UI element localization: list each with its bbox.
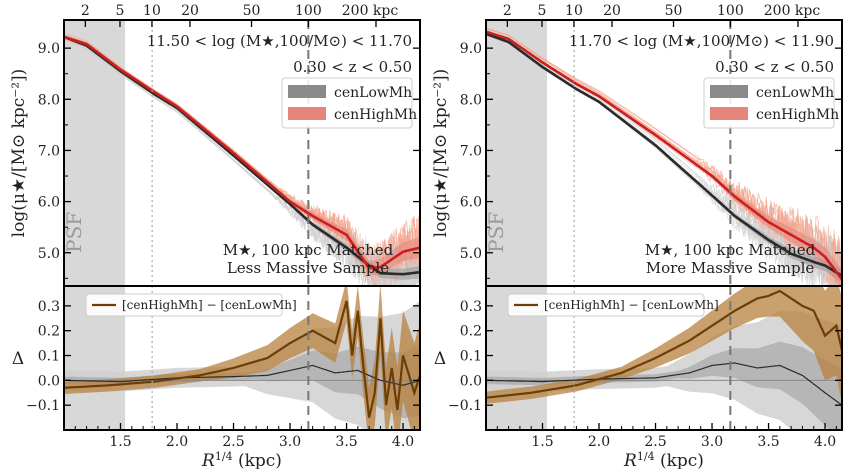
x-axis-title: R1/4 (kpc) [201,450,282,469]
top-tick-label: 100 [295,3,322,19]
top-tick-label: 20 [181,3,199,19]
legend-label-cenhighmh: cenHighMh [334,107,417,123]
y-tick-label: 6.0 [460,195,482,211]
psf-label: PSF [484,212,508,253]
cenlowmh-line [64,35,420,276]
legend-label-cenlowmh: cenLowMh [756,85,834,101]
matched-label: M★, 100 kpc Matched [645,241,816,259]
mass-range-label: 11.50 < log (M★,100/M⊙) < 11.70 [147,32,412,50]
cenlowmh-band [486,32,842,282]
panel-1: PSF 11.50 < log (M★,100/M⊙) < 11.70 0.30 <… [9,3,421,469]
delta-line [486,289,842,399]
delta-line [64,300,420,418]
y-tick-label: 8.0 [460,92,482,108]
psf-label: PSF [62,212,86,253]
delta-plot-area [64,286,420,430]
y-tick-label: 7.0 [38,143,60,159]
x-tick-label: 1.5 [109,434,131,450]
y-tick-label: 9.0 [460,41,482,57]
profile-y-axis-title: log(μ★/[M⊙ kpc⁻²]) [431,69,451,238]
x-tick-label: 4.0 [814,434,836,450]
top-tick-label: 50 [665,3,683,19]
profile-y-axis-title: log(μ★/[M⊙ kpc⁻²]) [9,69,29,238]
x-tick-label: 3.0 [701,434,723,450]
cenhighmh-line [64,35,420,270]
y-tick-label: 5.0 [460,246,482,262]
delta-plot-frame [485,285,843,431]
y-tick-label: 7.0 [460,143,482,159]
delta-band [486,286,842,404]
delta-y-tick-label: 0.3 [460,299,482,315]
delta-legend-box [85,293,283,317]
top-tick-label: 10 [143,3,161,19]
top-tick-label: 2 [81,3,90,19]
cenlowmh-delta-line [64,364,420,386]
delta-legend-label: [cenHighMh] − [cenLowMh] [544,298,719,312]
delta-y-tick-label: −0.1 [448,398,482,414]
profile-plot-area [486,20,842,286]
delta-y-tick-label: 0.2 [460,324,482,340]
x-tick-label: 1.5 [531,434,553,450]
delta-y-tick-label: 0.2 [38,324,60,340]
cenhighmh-line [486,30,842,281]
x-tick-label: 4.0 [392,434,414,450]
x-tick-label: 2.0 [588,434,610,450]
x-tick-label: 2.5 [222,434,244,450]
cenlowmh-delta-wide-band [486,310,842,430]
delta-y-tick-label: 0.1 [38,349,60,365]
y-tick-label: 5.0 [38,246,60,262]
delta-y-tick-label: −0.1 [26,398,60,414]
delta-y-axis-title: Δ [12,349,24,369]
x-tick-label: 3.5 [335,434,357,450]
x-axis-title: R1/4 (kpc) [623,450,704,469]
top-tick-label: 200 kpc [342,3,399,19]
delta-legend-label: [cenHighMh] − [cenLowMh] [122,298,297,312]
mass-range-label: 11.70 < log (M★,100/M⊙) < 11.90 [569,32,834,50]
legend-swatch-cenhighmh [288,107,326,120]
cenlowmh-delta-band [486,341,842,430]
legend-swatch-cenlowmh [710,85,748,98]
cenlowmh-delta-band [64,344,420,419]
cenlowmh-line [486,32,842,277]
sample-label: More Massive Sample [646,259,815,277]
legend-swatch-cenhighmh [710,107,748,120]
top-tick-label: 10 [565,3,583,19]
delta-y-tick-label: 0.0 [38,373,60,389]
delta-y-tick-label: 0.3 [38,299,60,315]
redshift-label: 0.30 < z < 0.50 [715,58,834,76]
delta-y-tick-label: 0.1 [460,349,482,365]
legend-label-cenhighmh: cenHighMh [756,107,839,123]
x-tick-label: 2.5 [644,434,666,450]
x-tick-label: 3.5 [757,434,779,450]
top-tick-label: 50 [243,3,261,19]
delta-y-tick-label: 0.0 [460,373,482,389]
top-tick-label: 200 kpc [764,3,821,19]
y-tick-label: 9.0 [38,41,60,57]
matched-label: M★, 100 kpc Matched [223,241,394,259]
sample-label: Less Massive Sample [227,259,389,277]
legend-label-cenlowmh: cenLowMh [334,85,412,101]
y-tick-label: 8.0 [38,92,60,108]
delta-band [64,286,420,430]
delta-y-axis-title: Δ [434,349,446,369]
profile-plot-area [64,20,420,286]
delta-legend-box [507,293,705,317]
x-tick-label: 2.0 [166,434,188,450]
cenlowmh-delta-line [486,362,842,406]
top-tick-label: 2 [503,3,512,19]
legend-swatch-cenlowmh [288,85,326,98]
delta-plot-frame [63,285,421,431]
top-tick-label: 20 [603,3,621,19]
top-tick-label: 100 [717,3,744,19]
panel-2: PSF 11.70 < log (M★,100/M⊙) < 11.90 0.30 <… [431,3,843,469]
y-tick-label: 6.0 [38,195,60,211]
top-tick-label: 5 [538,3,547,19]
redshift-label: 0.30 < z < 0.50 [293,58,412,76]
top-tick-label: 5 [116,3,125,19]
x-tick-label: 3.0 [279,434,301,450]
